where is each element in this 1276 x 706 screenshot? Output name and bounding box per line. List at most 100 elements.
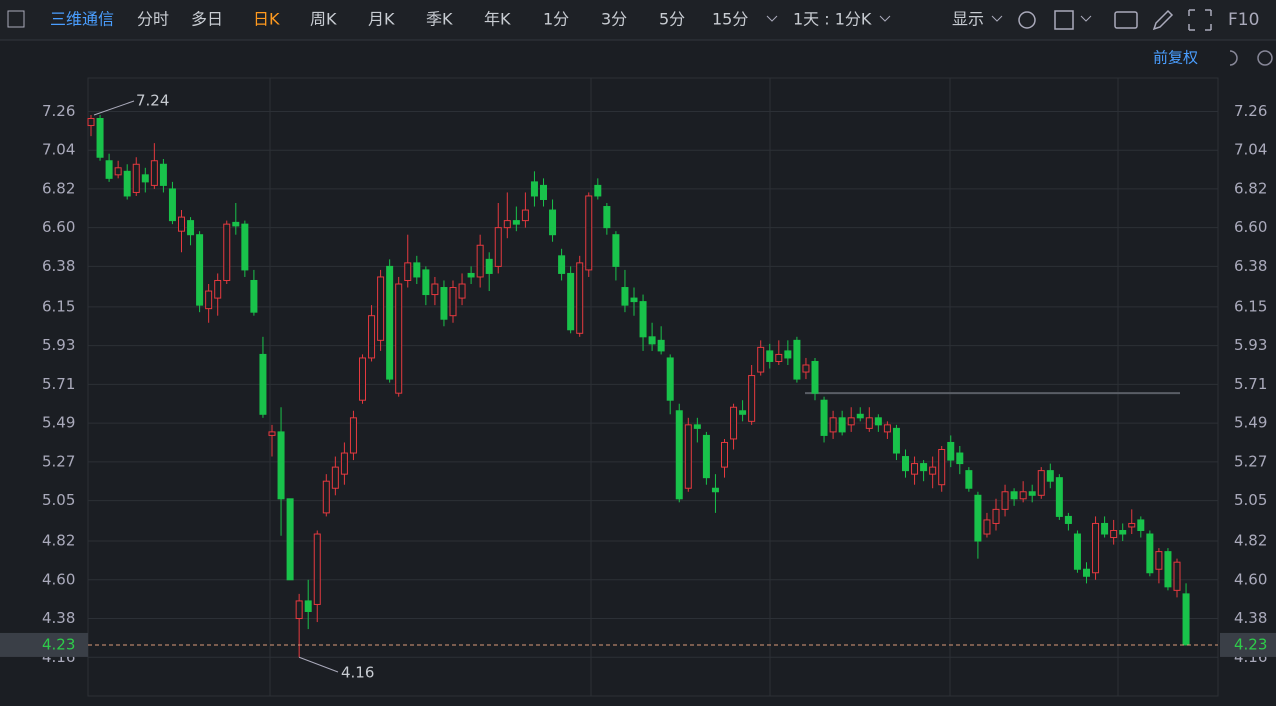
y-tick-label: 6.60: [42, 218, 75, 236]
camera-icon[interactable]: [1114, 11, 1138, 29]
minus-icon[interactable]: [1257, 50, 1273, 66]
sidebar-icon[interactable]: [7, 10, 25, 28]
y-tick-label: 5.71: [42, 375, 75, 393]
candle-body: [748, 375, 756, 422]
candle-body: [648, 336, 656, 345]
candle-body: [368, 315, 376, 359]
y-tick-label-right: 4.60: [1234, 570, 1267, 588]
candle-body: [449, 287, 457, 317]
candle-body: [259, 353, 267, 415]
period-tab[interactable]: 多日: [191, 10, 223, 29]
period-tab[interactable]: 年K: [484, 10, 511, 29]
period-tab[interactable]: 日K: [253, 10, 280, 29]
y-tick-label-right: 7.26: [1234, 102, 1267, 120]
candle-body: [1046, 470, 1054, 482]
candle-body: [168, 188, 176, 222]
candle-body: [947, 441, 955, 461]
candle-body: [1064, 515, 1072, 524]
checkbox-icon[interactable]: [1054, 10, 1074, 30]
period-tab[interactable]: 月K: [368, 10, 395, 29]
candle-body: [766, 350, 774, 362]
candle-body: [892, 427, 900, 454]
candle-body: [1028, 491, 1036, 496]
candle-body: [911, 463, 919, 475]
candle-body: [639, 301, 647, 338]
display-menu[interactable]: 显示: [952, 10, 984, 29]
period-tab[interactable]: 周K: [310, 10, 337, 29]
y-tick-label: 4.60: [42, 570, 75, 588]
candle-body: [178, 216, 185, 232]
candle-body: [1019, 491, 1027, 500]
candle-body: [784, 350, 792, 359]
fullscreen-icon[interactable]: [1188, 9, 1212, 31]
candle-body: [666, 357, 674, 401]
y-tick-label-right: 5.49: [1234, 414, 1267, 432]
period-tab[interactable]: 5分: [659, 10, 685, 29]
candle-body: [304, 600, 312, 612]
period-tab[interactable]: 15分: [712, 10, 748, 29]
adjust-mode[interactable]: 前复权: [1153, 49, 1198, 67]
candle-body: [422, 269, 430, 296]
chevron[interactable]: [879, 15, 891, 22]
candle-body: [630, 297, 638, 303]
candle-body: [476, 244, 484, 278]
candle-body: [340, 452, 348, 475]
candle-body: [1173, 561, 1181, 591]
candle-body: [802, 364, 810, 373]
period-tab[interactable]: 1分: [543, 10, 569, 29]
candle-body: [1001, 491, 1009, 510]
stock-name[interactable]: 三维通信: [50, 10, 114, 29]
y-tick-label-right: 4.38: [1234, 609, 1267, 627]
period-tab[interactable]: 分时: [137, 10, 169, 29]
candle-body: [1101, 522, 1109, 535]
candle-body: [1083, 568, 1090, 577]
candle-body: [485, 258, 493, 274]
candle-body: [603, 206, 611, 229]
candle-body: [268, 431, 276, 436]
candle-body: [503, 220, 511, 229]
chevron[interactable]: [991, 15, 1003, 22]
candle-body: [413, 262, 421, 278]
candle-body: [530, 181, 538, 197]
pen-icon[interactable]: [1152, 9, 1174, 31]
last-price-label-right: 4.23: [1234, 635, 1267, 653]
candle-body: [1137, 519, 1145, 531]
candle-body: [386, 265, 394, 380]
last-price-box: [1220, 632, 1276, 657]
candle-body: [920, 463, 928, 472]
y-tick-label: 6.15: [42, 297, 75, 315]
candle-body: [540, 184, 547, 200]
candle-body: [657, 339, 665, 352]
toolbar: [0, 0, 1276, 40]
candle-body: [838, 417, 846, 433]
y-tick-label: 6.82: [42, 179, 75, 197]
period-tab[interactable]: 3分: [601, 10, 627, 29]
chevron[interactable]: [1080, 15, 1092, 22]
undo-icon[interactable]: [1229, 50, 1238, 66]
candle-body: [1110, 529, 1118, 539]
candle-body: [675, 410, 683, 500]
candle-body: [241, 223, 249, 271]
candle-body: [965, 470, 973, 489]
chevron[interactable]: [766, 15, 778, 22]
candle-body: [576, 262, 584, 334]
candle-body: [313, 533, 321, 605]
candle-body: [1146, 533, 1154, 574]
candle-body: [693, 424, 701, 429]
candle-body: [467, 272, 475, 278]
candle-body: [1119, 529, 1127, 535]
candle-body: [359, 357, 366, 401]
y-tick-label: 5.05: [42, 491, 75, 509]
period-select[interactable]: 1天 : 1分K: [793, 10, 872, 29]
candle-body: [141, 174, 149, 183]
period-tab[interactable]: 季K: [426, 10, 453, 29]
candle-body: [205, 290, 213, 310]
candle-body: [702, 434, 710, 479]
f10-button[interactable]: F10: [1228, 10, 1259, 30]
y-tick-label: 7.26: [42, 102, 75, 120]
settings-icon[interactable]: [1018, 11, 1036, 29]
candle-body: [757, 346, 765, 373]
candle-body: [1155, 551, 1163, 570]
y-tick-label: 4.82: [42, 532, 75, 550]
